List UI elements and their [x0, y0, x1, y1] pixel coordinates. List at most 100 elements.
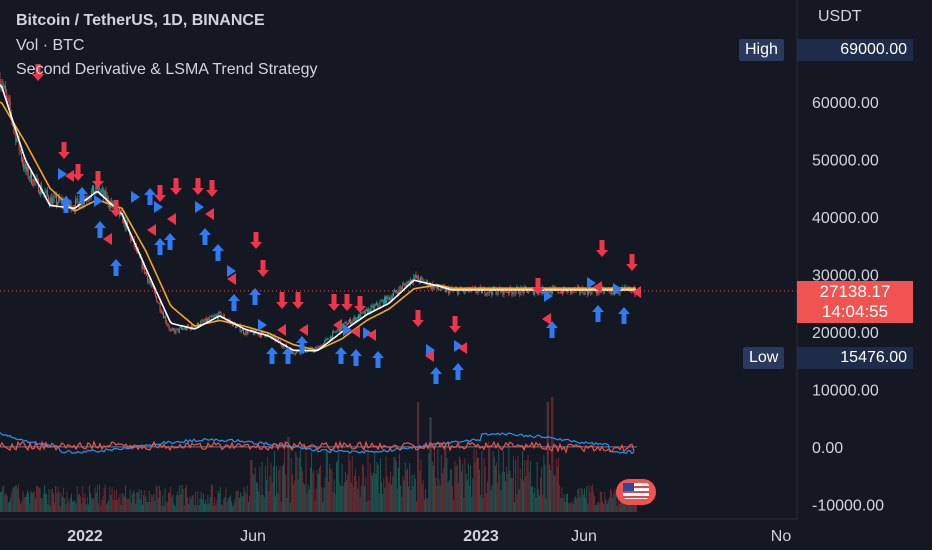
buy-arrow-icon	[60, 196, 72, 213]
exit-triangle-icon	[632, 286, 641, 298]
volume-bar	[457, 483, 459, 512]
volume-bar	[62, 497, 63, 512]
candle-body	[400, 288, 402, 290]
volume-bar	[441, 473, 443, 512]
volume-bar	[312, 472, 314, 512]
sell-arrow-icon	[170, 178, 182, 195]
currency-label[interactable]: USDT	[818, 8, 862, 25]
volume-bar	[57, 486, 59, 512]
candle-body	[335, 331, 337, 333]
candle-body	[156, 296, 158, 303]
candle-body	[165, 316, 167, 323]
candle-body	[210, 315, 212, 318]
volume-bar	[246, 485, 248, 512]
volume-bar	[595, 505, 597, 512]
volume-bar	[631, 505, 633, 512]
volume-bar	[540, 478, 541, 512]
volume-bar	[226, 502, 228, 512]
candle-body	[24, 164, 26, 169]
candle-body	[179, 327, 181, 329]
buy-arrow-icon	[335, 347, 347, 364]
candle-body	[25, 164, 27, 172]
entry-triangle-icon	[587, 277, 596, 289]
volume-bar	[109, 486, 111, 512]
volume-bar	[520, 478, 522, 512]
volume-bar	[607, 500, 609, 512]
volume-bar	[155, 487, 157, 512]
volume-bar	[267, 456, 269, 512]
volume-bar	[378, 492, 380, 512]
candle-body	[354, 317, 356, 322]
volume-bar	[224, 497, 226, 512]
candle-body	[155, 292, 157, 297]
volume-bar	[489, 445, 491, 512]
candle-body	[370, 306, 372, 313]
volume-bar	[58, 491, 60, 512]
candle-body	[131, 239, 133, 241]
volume-bar	[382, 493, 384, 512]
candle-body	[13, 124, 14, 128]
candle-body	[331, 336, 332, 339]
volume-bar	[488, 441, 490, 512]
volume-bar	[174, 505, 176, 512]
candle-body	[59, 196, 61, 201]
candle-body	[425, 280, 427, 283]
volume-bar	[250, 459, 252, 512]
volume-bar	[243, 486, 245, 512]
candle-body	[220, 311, 222, 318]
volume-bar	[51, 488, 53, 512]
exit-triangle-icon	[227, 273, 236, 285]
volume-bar	[235, 491, 237, 512]
candle-body	[379, 301, 381, 307]
volume-legend[interactable]: Vol · BTC	[16, 37, 85, 54]
candle-body	[372, 305, 374, 309]
candle-body	[90, 190, 92, 198]
volume-bar	[73, 500, 75, 512]
volume-bar	[293, 484, 295, 512]
volume-bar	[114, 500, 116, 512]
volume-bar	[572, 504, 574, 512]
candle-body	[20, 151, 22, 160]
candle-body	[381, 300, 383, 302]
volume-bar	[553, 474, 555, 512]
last-price-value: 27138.17	[819, 282, 891, 301]
volume-bar	[519, 468, 521, 512]
candle-body	[51, 197, 53, 205]
volume-bar	[337, 460, 339, 512]
volume-bar	[237, 490, 239, 512]
volume-bar	[431, 461, 433, 512]
volume-bar	[484, 466, 486, 512]
candle-body	[98, 185, 100, 193]
candle-body	[182, 328, 184, 330]
volume-bar	[492, 451, 494, 512]
candle-body	[505, 291, 507, 293]
volume-bar	[420, 459, 422, 512]
candle-body	[134, 245, 136, 248]
candle-body	[151, 285, 153, 287]
volume-bar	[576, 498, 578, 512]
volume-bar	[95, 492, 97, 512]
symbol-title[interactable]: Bitcoin / TetherUS, 1D, BINANCE	[16, 12, 265, 29]
volume-bar	[577, 489, 579, 512]
volume-bar	[324, 477, 326, 512]
candle-body	[334, 331, 336, 333]
volume-bar	[298, 457, 300, 512]
candle-body	[166, 322, 168, 325]
volume-bar	[464, 458, 466, 512]
candle-body	[212, 316, 214, 318]
strategy-legend[interactable]: Second Derivative & LSMA Trend Strategy	[16, 61, 318, 78]
volume-bar	[272, 466, 274, 512]
candle-body	[223, 315, 225, 320]
volume-bar	[3, 485, 5, 512]
volume-bar	[534, 487, 536, 512]
volume-bar	[65, 503, 67, 512]
volume-bar	[220, 504, 222, 512]
volume-bar	[39, 487, 41, 512]
us-flag-icon[interactable]	[615, 478, 657, 506]
buy-arrow-icon	[282, 347, 294, 364]
candle-body	[175, 328, 177, 333]
volume-bar	[231, 501, 233, 512]
volume-bar	[126, 498, 128, 512]
